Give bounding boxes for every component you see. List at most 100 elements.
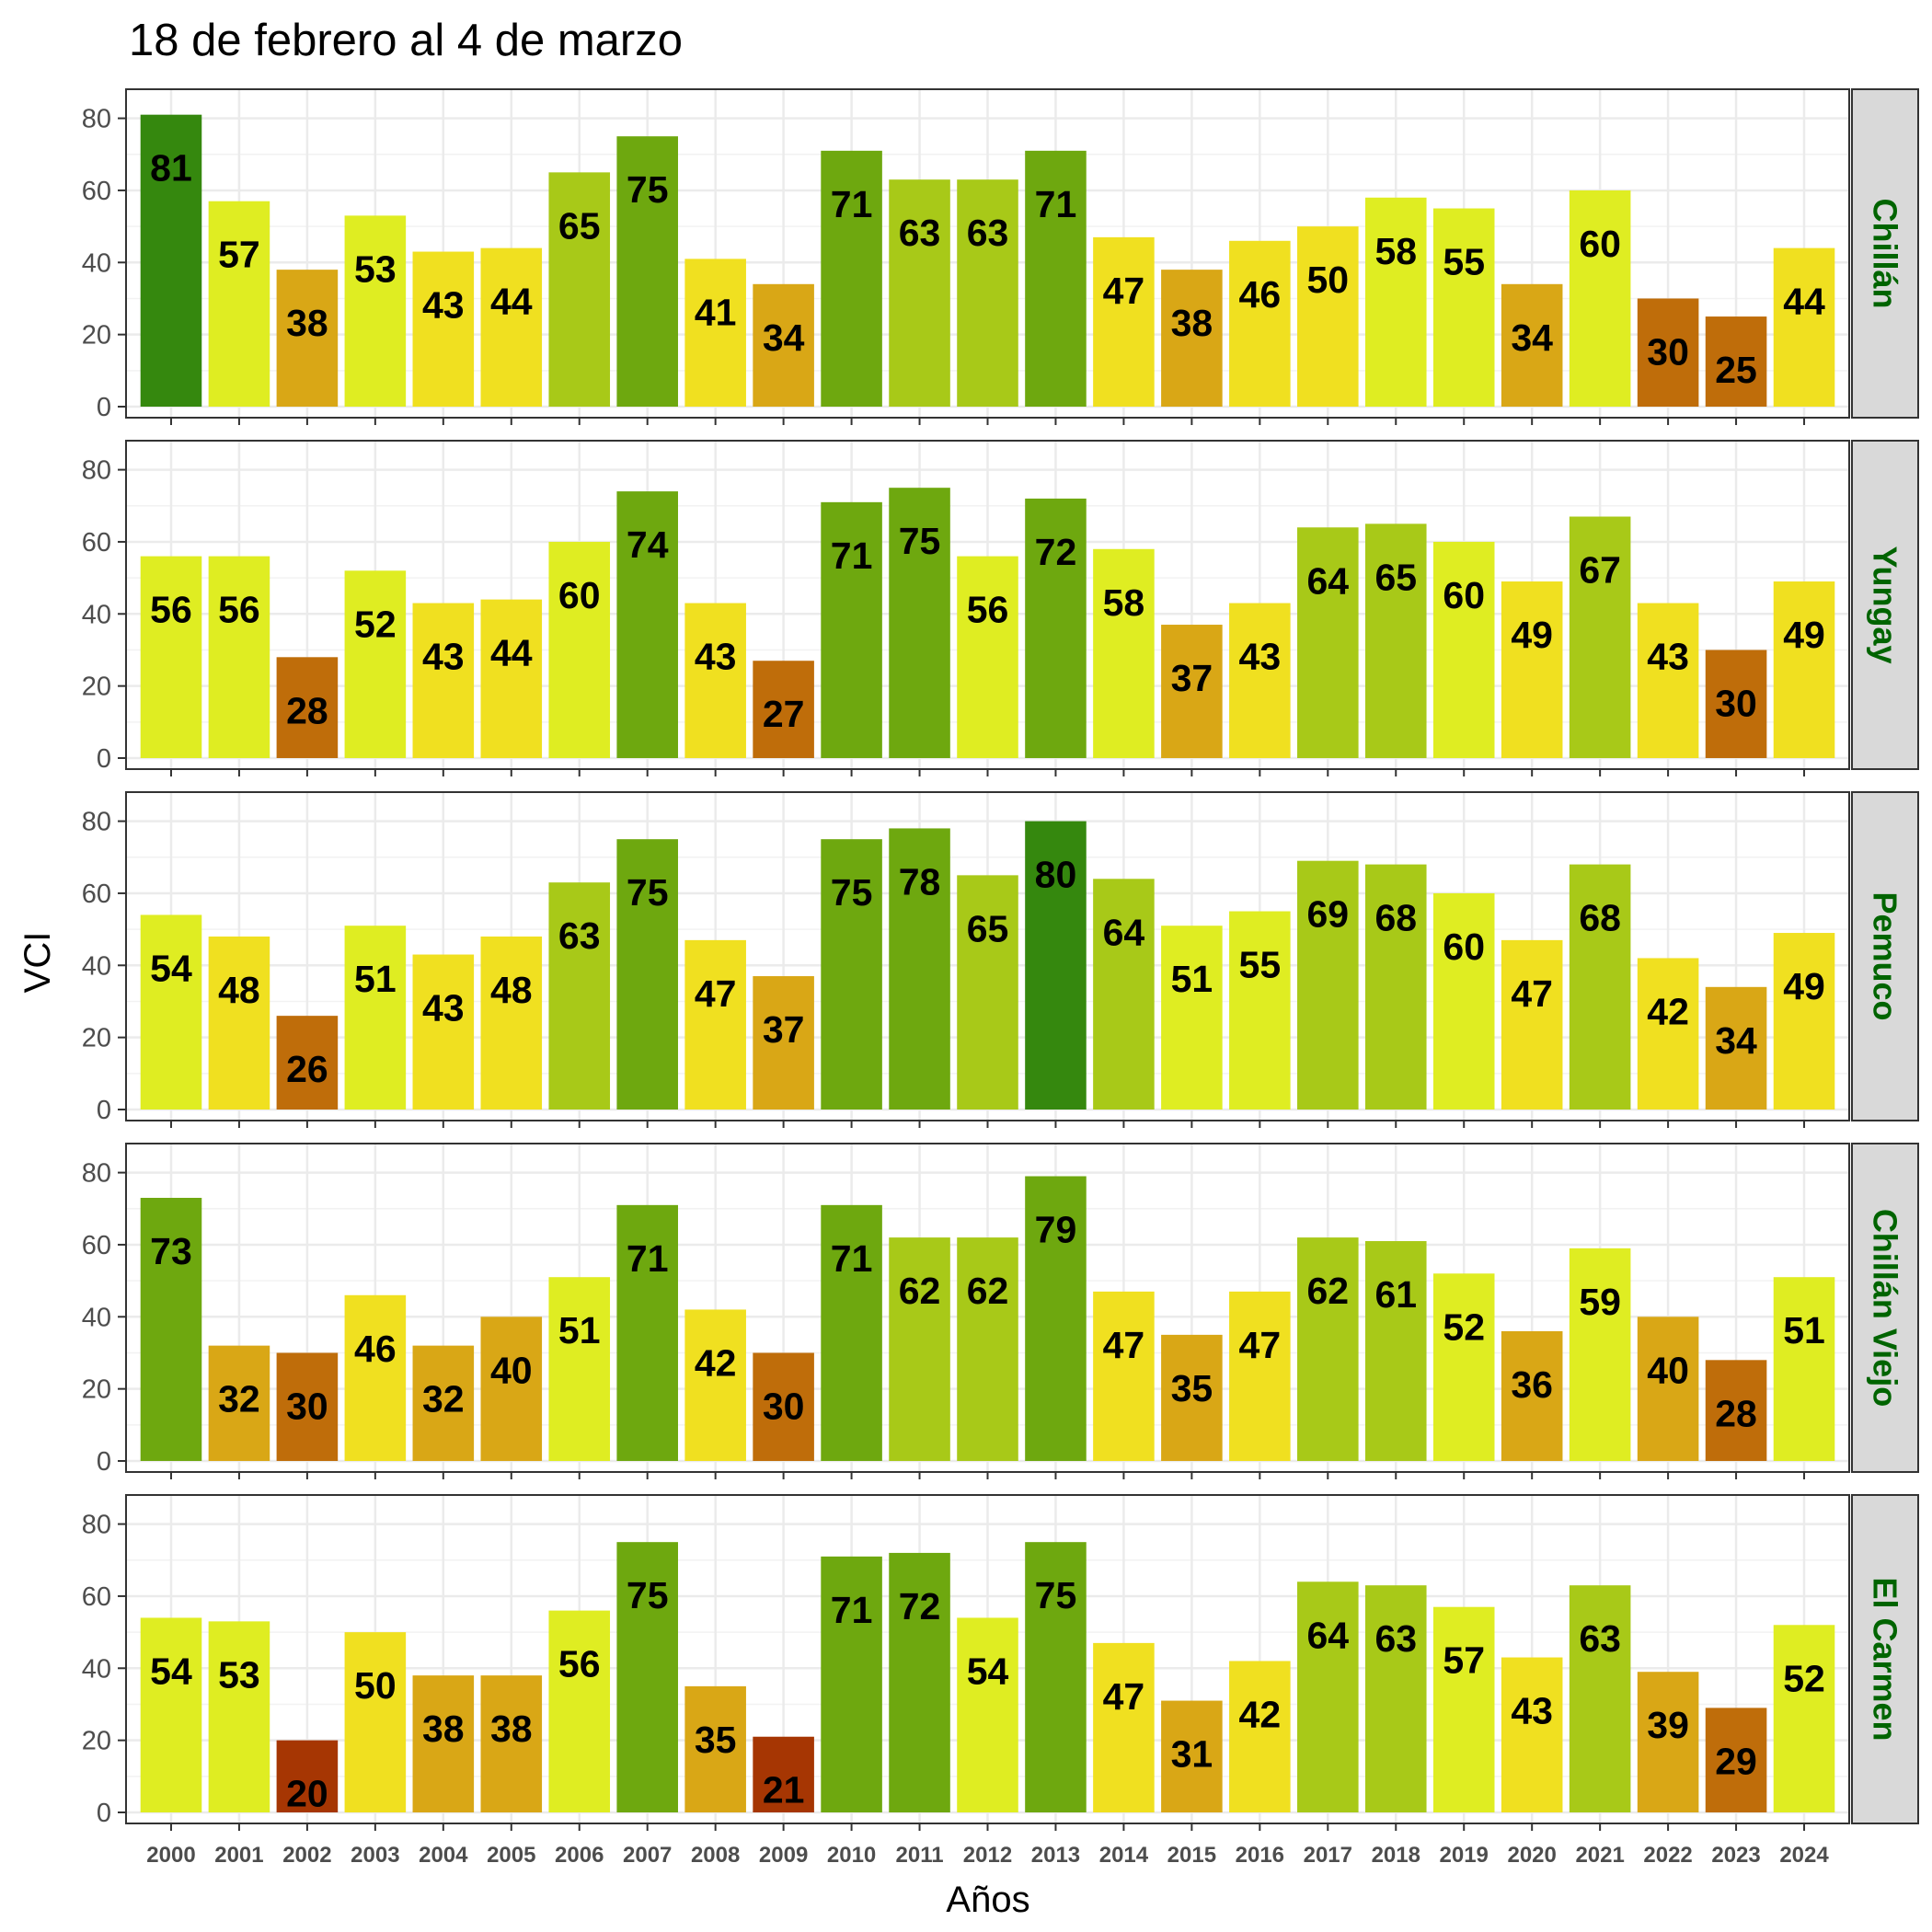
bar-value-label: 62 (1306, 1270, 1349, 1312)
bar (1364, 864, 1427, 1110)
bar-value-label: 75 (627, 871, 669, 914)
bar-value-label: 75 (627, 168, 669, 211)
bar (1364, 1241, 1427, 1461)
bar-value-label: 80 (1035, 854, 1077, 896)
bar-value-label: 48 (218, 969, 260, 1011)
x-tick-label: 2001 (214, 1843, 263, 1868)
bar-value-label: 67 (1579, 549, 1621, 592)
bar (1705, 650, 1767, 758)
bar-value-label: 43 (695, 636, 737, 678)
bar (344, 1632, 407, 1812)
bar (480, 936, 543, 1110)
bar (344, 570, 407, 758)
bar (1705, 1360, 1767, 1461)
bar (412, 1345, 475, 1461)
bar-value-label: 58 (1374, 230, 1417, 272)
bar (1161, 270, 1223, 407)
bar (821, 1556, 882, 1812)
bar (889, 828, 950, 1110)
bar-value-label: 62 (899, 1270, 941, 1312)
x-tick-label: 2004 (419, 1843, 468, 1868)
bar-value-label: 30 (763, 1385, 805, 1427)
bar (1025, 821, 1087, 1110)
bar-value-label: 51 (1783, 1309, 1825, 1351)
bar-value-label: 32 (422, 1378, 465, 1420)
bar-value-label: 59 (1579, 1281, 1621, 1323)
bar-value-label: 39 (1647, 1704, 1689, 1746)
x-axis-title: Años (946, 1880, 1029, 1920)
bar (1229, 603, 1291, 758)
bar (1773, 247, 1835, 407)
y-tick-label: 0 (97, 1096, 111, 1125)
bar (1569, 190, 1631, 407)
bar-value-label: 63 (967, 212, 1009, 254)
bar-value-label: 34 (1715, 1019, 1757, 1062)
bar-value-label: 56 (150, 589, 192, 631)
bar-value-label: 35 (695, 1719, 737, 1761)
bar-value-label: 75 (831, 871, 873, 914)
bar (140, 556, 202, 758)
bar-value-label: 38 (422, 1708, 465, 1750)
bar (480, 599, 543, 758)
bar (548, 172, 611, 407)
bar (1501, 581, 1563, 758)
bar-value-label: 54 (150, 947, 192, 989)
bar (1569, 1585, 1631, 1812)
bar (684, 259, 746, 407)
bar-value-label: 52 (1443, 1305, 1485, 1348)
bar (1025, 150, 1087, 408)
bar-value-label: 43 (1239, 636, 1282, 678)
bar-value-label: 71 (831, 1237, 873, 1280)
bar (480, 1317, 543, 1461)
x-tick-label: 2015 (1167, 1843, 1216, 1868)
bar (208, 936, 270, 1110)
bar (1161, 625, 1223, 758)
bar-value-label: 47 (1103, 270, 1145, 312)
bar (1569, 516, 1631, 758)
bar-value-label: 51 (1171, 958, 1213, 1000)
bar-value-label: 34 (763, 316, 805, 359)
bar-value-label: 55 (1443, 241, 1485, 283)
x-tick-label: 2003 (351, 1843, 399, 1868)
bar (208, 556, 270, 758)
strip-label: El Carmen (1867, 1577, 1904, 1741)
bar (1297, 527, 1359, 758)
bar-value-label: 47 (1239, 1324, 1282, 1366)
bar (1773, 933, 1835, 1110)
y-tick-label: 20 (82, 673, 111, 702)
bar-value-label: 58 (1103, 581, 1145, 624)
bar (276, 657, 339, 758)
bar (1093, 548, 1155, 758)
strip-label: Yungay (1867, 546, 1904, 663)
bar-value-label: 57 (1443, 1639, 1485, 1682)
bar-value-label: 38 (490, 1708, 533, 1750)
bar (1432, 541, 1495, 758)
bar (1501, 283, 1563, 407)
bar (889, 1552, 950, 1812)
x-tick-label: 2019 (1440, 1843, 1489, 1868)
bar-value-label: 53 (354, 247, 397, 290)
bar (1364, 197, 1427, 407)
bar (344, 215, 407, 407)
bar-value-label: 53 (218, 1653, 260, 1696)
x-tick-label: 2005 (487, 1843, 535, 1868)
bar-value-label: 46 (354, 1328, 397, 1370)
x-tick-label: 2022 (1643, 1843, 1692, 1868)
bar-value-label: 44 (490, 632, 533, 674)
bar-value-label: 50 (1306, 259, 1349, 301)
bar (889, 179, 950, 407)
x-tick-label: 2010 (827, 1843, 876, 1868)
y-tick-label: 0 (97, 1799, 111, 1828)
bar (140, 1617, 202, 1812)
bar-value-label: 49 (1511, 614, 1553, 656)
x-tick-label: 2016 (1236, 1843, 1284, 1868)
panel-4: 54 53 20 50 38 38 56 75 35 21 71 72 54 75 47 31 42 64 63 57… (82, 1494, 1919, 1831)
bar (1501, 1657, 1563, 1812)
bar (616, 491, 678, 758)
bar (1161, 1700, 1223, 1812)
bar (412, 954, 475, 1110)
bar (753, 283, 814, 407)
y-tick-label: 20 (82, 1024, 111, 1053)
y-tick-label: 0 (97, 1447, 111, 1477)
x-tick-label: 2024 (1779, 1843, 1829, 1868)
